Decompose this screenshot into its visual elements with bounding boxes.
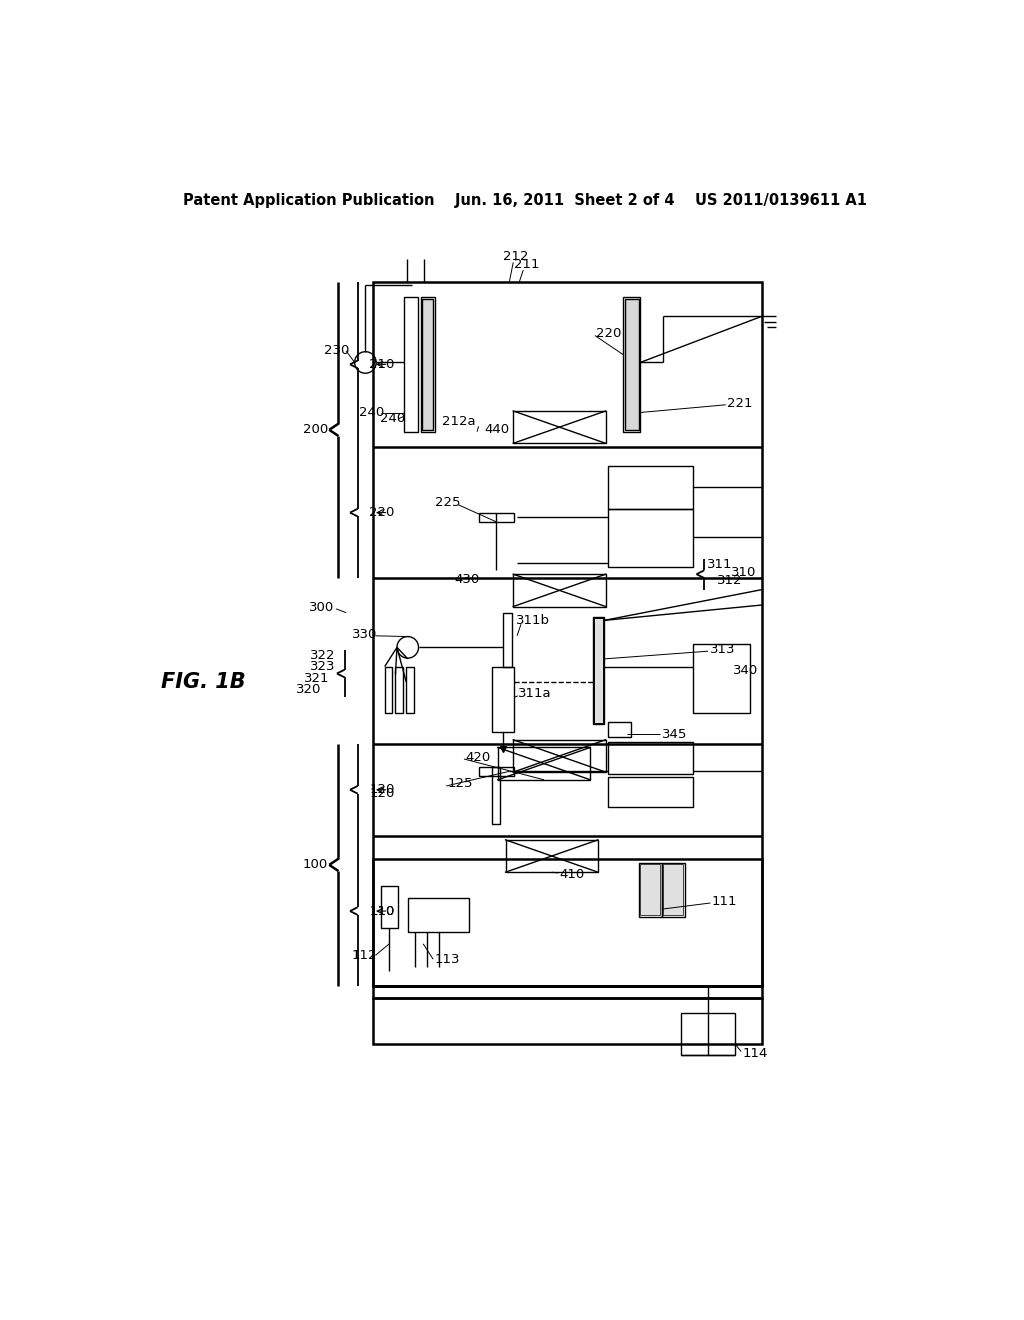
Bar <box>662 863 685 917</box>
Bar <box>381 886 397 928</box>
Text: FIG. 1B: FIG. 1B <box>162 672 246 692</box>
Text: 330: 330 <box>351 628 377 640</box>
Text: 410: 410 <box>559 869 585 880</box>
Text: 210: 210 <box>370 358 394 371</box>
Text: 113: 113 <box>435 953 460 966</box>
Text: 321: 321 <box>304 672 330 685</box>
Text: 225: 225 <box>434 496 460 510</box>
Bar <box>608 777 692 807</box>
Text: 220: 220 <box>596 327 622 341</box>
Text: 211: 211 <box>514 259 540 271</box>
Text: 323: 323 <box>310 660 336 673</box>
Text: 430: 430 <box>454 573 479 586</box>
Text: 420: 420 <box>466 751 490 764</box>
Bar <box>625 298 639 430</box>
Bar <box>498 747 590 780</box>
Bar <box>479 512 514 521</box>
Text: 240: 240 <box>359 407 384 418</box>
Text: 120: 120 <box>370 787 394 800</box>
Text: 340: 340 <box>733 664 758 677</box>
Bar <box>608 508 692 566</box>
Bar <box>681 1014 735 1056</box>
Text: 212a: 212a <box>442 416 475 428</box>
Bar <box>479 767 514 776</box>
Text: 200: 200 <box>303 422 328 436</box>
Text: Patent Application Publication    Jun. 16, 2011  Sheet 2 of 4    US 2011/0139611: Patent Application Publication Jun. 16, … <box>183 193 866 209</box>
Bar <box>692 644 751 713</box>
Text: 110: 110 <box>370 904 394 917</box>
Bar <box>664 865 683 915</box>
Text: 100: 100 <box>303 858 328 871</box>
Text: 125: 125 <box>447 777 473 791</box>
Bar <box>639 863 662 917</box>
Bar <box>395 667 403 713</box>
Text: 322: 322 <box>310 648 336 661</box>
Text: 230: 230 <box>324 345 349 358</box>
Bar <box>640 865 660 915</box>
Text: 112: 112 <box>351 949 377 962</box>
Text: 345: 345 <box>662 727 687 741</box>
Text: 300: 300 <box>309 601 335 614</box>
Bar <box>593 616 604 725</box>
Text: 111: 111 <box>712 895 737 908</box>
Bar <box>608 466 692 508</box>
Bar <box>373 281 762 986</box>
Text: 311b: 311b <box>516 614 550 627</box>
Bar <box>373 859 762 986</box>
Bar <box>408 898 469 932</box>
Bar <box>422 298 433 430</box>
Bar <box>373 986 762 998</box>
Bar <box>506 840 598 873</box>
Bar <box>407 667 414 713</box>
Text: 320: 320 <box>296 684 322 696</box>
Text: 240: 240 <box>380 412 404 425</box>
Text: 313: 313 <box>710 643 735 656</box>
Text: 220: 220 <box>370 506 394 519</box>
Text: 311a: 311a <box>518 686 552 700</box>
Bar <box>373 998 762 1044</box>
Text: 110: 110 <box>370 904 394 917</box>
Bar <box>513 574 605 607</box>
Bar <box>493 767 500 825</box>
Text: 312: 312 <box>717 574 742 587</box>
Text: 120: 120 <box>370 783 394 796</box>
Bar <box>403 297 418 432</box>
Bar <box>608 742 692 775</box>
Bar <box>493 667 514 733</box>
Bar <box>503 612 512 667</box>
Bar <box>385 667 392 713</box>
Text: 440: 440 <box>484 422 510 436</box>
Text: 221: 221 <box>727 397 753 409</box>
Bar <box>513 739 605 772</box>
Bar <box>624 297 640 432</box>
Text: 310: 310 <box>731 566 757 579</box>
Text: 311: 311 <box>707 558 732 572</box>
Bar <box>594 618 602 723</box>
Text: 212: 212 <box>503 251 528 264</box>
Bar <box>421 297 435 432</box>
Bar <box>513 411 605 444</box>
Text: 114: 114 <box>742 1047 768 1060</box>
Bar <box>608 722 631 738</box>
